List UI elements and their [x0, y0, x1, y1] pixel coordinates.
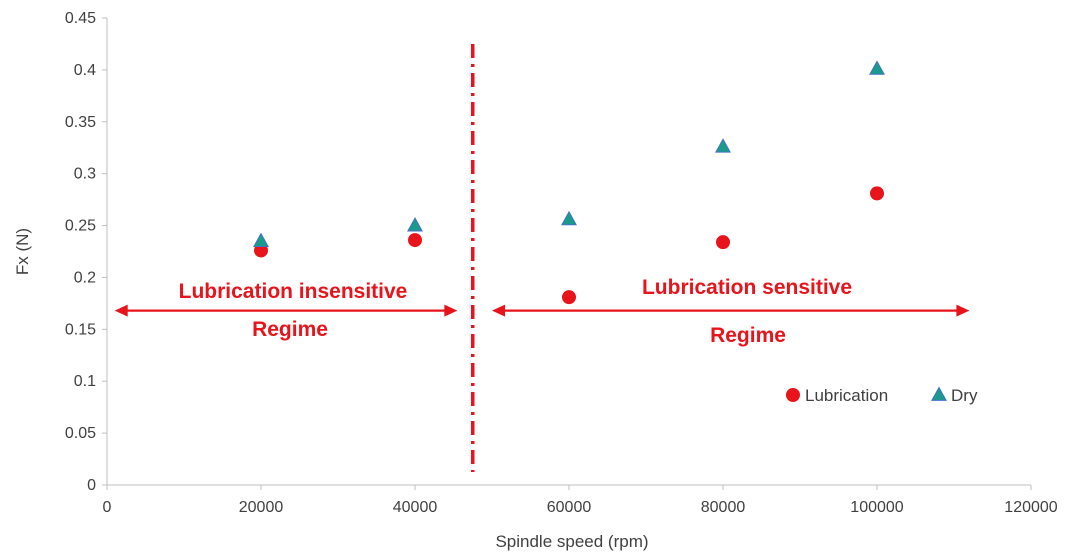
insensitive-arrowhead-left: [114, 304, 128, 317]
sensitive-arrowhead-left: [492, 304, 505, 317]
dry-point: [869, 60, 885, 75]
x-tick-label: 120000: [1004, 499, 1057, 516]
legend-lubrication-marker: [786, 388, 800, 402]
x-tick-label: 80000: [701, 499, 746, 516]
insensitive-arrowhead-right: [444, 304, 458, 317]
data-points: [253, 60, 885, 305]
insensitive-regime-label-line2: Regime: [252, 318, 328, 341]
y-tick-label: 0.3: [74, 166, 96, 183]
legend-dry-label: Dry: [951, 386, 978, 405]
lubrication-point: [870, 186, 884, 201]
legend-lubrication-label: Lubrication: [805, 386, 888, 405]
sensitive-arrowhead-right: [956, 304, 970, 317]
dry-point: [407, 217, 423, 232]
x-tick-label: 100000: [850, 499, 903, 516]
y-tick-label: 0.15: [65, 321, 96, 338]
y-tick-label: 0.35: [65, 114, 96, 131]
lubrication-point: [562, 290, 576, 305]
lubrication-point: [716, 235, 730, 250]
x-tick-label: 0: [103, 499, 112, 516]
y-tick-label: 0.1: [74, 373, 96, 390]
y-tick-label: 0.4: [74, 62, 96, 79]
dry-point: [715, 138, 731, 153]
x-tick-label: 60000: [547, 499, 592, 516]
regime-annotations: Lubrication insensitive Regime Lubricati…: [114, 44, 970, 472]
x-axis-title: Spindle speed (rpm): [495, 532, 648, 551]
y-axis-title: Fx (N): [13, 228, 32, 275]
y-tick-label: 0: [87, 477, 96, 494]
y-tick-label: 0.25: [65, 218, 96, 235]
axes: 0 0.05 0.1 0.15 0.2 0.25 0.3 0.35 0.4 0.45 0 20000 4…: [65, 10, 1058, 516]
y-tick-label: 0.2: [74, 269, 96, 286]
legend-dry-marker: [931, 386, 947, 401]
dry-point: [253, 232, 269, 248]
dry-point: [561, 210, 577, 226]
lubrication-point: [408, 233, 422, 248]
insensitive-regime-label: Lubrication insensitive: [179, 280, 408, 303]
y-tick-label: 0.05: [65, 425, 96, 442]
sensitive-regime-label: Lubrication sensitive: [642, 276, 852, 299]
x-tick-label: 20000: [239, 499, 284, 516]
legend: Lubrication Dry: [786, 386, 978, 405]
y-tick-label: 0.45: [65, 10, 96, 27]
sensitive-regime-label-line2: Regime: [710, 324, 786, 347]
x-tick-label: 40000: [393, 499, 438, 516]
